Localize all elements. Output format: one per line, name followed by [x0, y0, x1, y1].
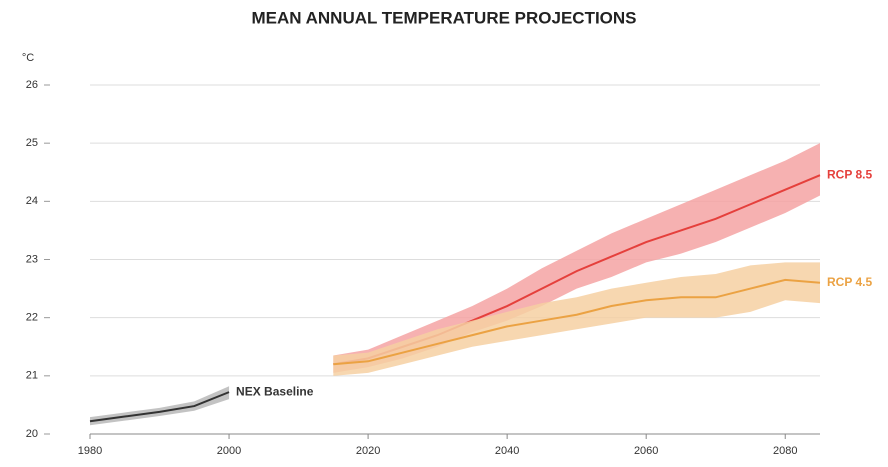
chart-title: MEAN ANNUAL TEMPERATURE PROJECTIONS — [251, 8, 636, 27]
x-tick-label: 2060 — [634, 445, 658, 457]
x-tick-label: 2000 — [217, 445, 241, 457]
y-tick-label: 26 — [26, 79, 38, 91]
y-tick-label: 20 — [26, 428, 38, 440]
y-tick-label: 24 — [26, 195, 38, 207]
x-tick-label: 1980 — [78, 445, 102, 457]
confidence-band — [90, 386, 230, 426]
series-label: RCP 4.5 — [827, 275, 872, 289]
y-axis-unit: °C — [22, 52, 34, 64]
x-tick-label: 2020 — [356, 445, 380, 457]
x-tick-label: 2040 — [495, 445, 519, 457]
x-tick-label: 2080 — [773, 445, 797, 457]
confidence-band — [333, 262, 820, 376]
series-line — [333, 278, 821, 366]
series-label: NEX Baseline — [236, 384, 314, 398]
y-tick-label: 21 — [26, 370, 38, 382]
y-tick-label: 22 — [26, 312, 38, 324]
series-label: RCP 8.5 — [827, 167, 872, 181]
y-tick-label: 23 — [26, 253, 38, 265]
confidence-band — [333, 143, 820, 373]
y-tick-label: 25 — [26, 137, 38, 149]
series-line — [89, 391, 230, 423]
